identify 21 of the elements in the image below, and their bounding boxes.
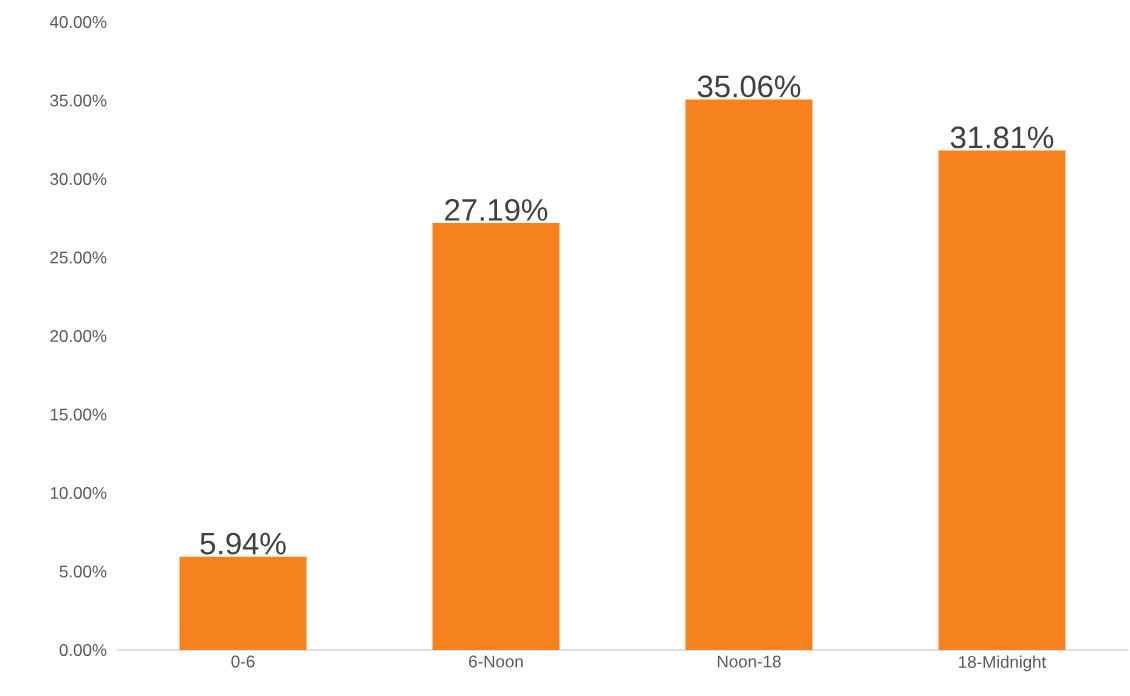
bar: [432, 223, 560, 650]
y-tick-label: 25.00%: [50, 251, 107, 264]
y-tick-label: 40.00%: [49, 16, 107, 28]
bar: [938, 150, 1066, 650]
y-tick-label: 0.00%: [59, 644, 107, 656]
y-tick-label: 5.00%: [59, 565, 107, 578]
x-tick-label: 0-6: [231, 655, 255, 668]
x-tick-label: 6-Noon: [469, 655, 523, 668]
y-tick-label: 35.00%: [50, 94, 107, 107]
y-tick-label: 30.00%: [50, 173, 107, 185]
data-label: 35.06%: [697, 75, 801, 98]
data-label: 5.94%: [200, 532, 286, 555]
y-tick-label: 10.00%: [50, 487, 107, 499]
x-tick-label: Noon-18: [717, 655, 781, 668]
x-tick-label: 18-Midnight: [959, 655, 1047, 672]
data-label: 31.81%: [950, 126, 1054, 149]
y-tick-label: 15.00%: [50, 408, 107, 421]
y-tick-label: 20.00%: [50, 330, 107, 342]
data-label: 27.19%: [445, 199, 548, 221]
bar: [179, 556, 307, 650]
bar: [685, 99, 813, 650]
